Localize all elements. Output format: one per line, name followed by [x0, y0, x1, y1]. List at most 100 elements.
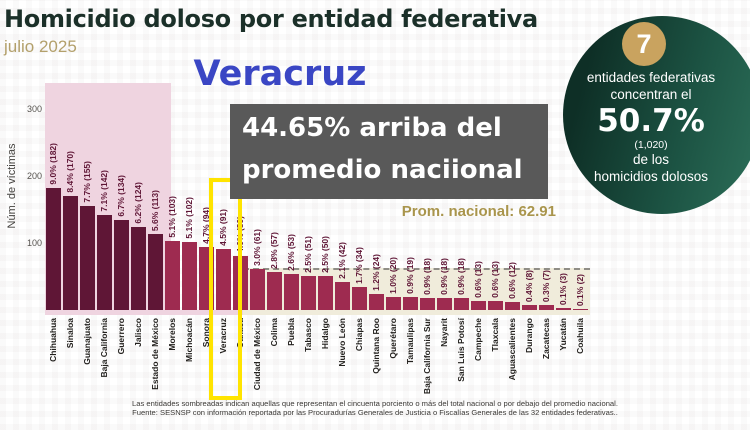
bar-value-label: 1.7% (34) [354, 247, 364, 284]
bar-value-label: 0.6% (13) [490, 261, 500, 298]
bar [63, 196, 78, 310]
bar-value-label: 0.9% (18) [422, 258, 432, 295]
x-axis-label: Michoacán [184, 318, 194, 362]
x-axis-label: Durango [524, 318, 534, 353]
y-tick-label: 300 [26, 104, 42, 114]
x-axis-label: Colima [269, 318, 279, 347]
baseline-strip [45, 310, 243, 315]
x-axis-label: Quintana Roo [371, 318, 381, 374]
x-axis-label: Campeche [473, 318, 483, 361]
bar-value-label: 1.0% (20) [388, 257, 398, 294]
bar [335, 282, 350, 310]
bar [573, 309, 588, 310]
bar [250, 269, 265, 310]
x-axis-label: Estado de México [150, 318, 160, 390]
bar-value-label: 0.4% (8) [524, 269, 534, 302]
bar-value-label: 0.9% (18) [456, 258, 466, 295]
page-subtitle: julio 2025 [4, 37, 77, 56]
footnote-line2: Fuente: SESNSP con información reportada… [132, 408, 618, 418]
bar [403, 297, 418, 310]
footnote-line1: Las entidades sombreadas indican aquella… [132, 399, 618, 408]
bar [522, 305, 537, 310]
badge-absolute-count: (1,020) [634, 139, 668, 152]
veracruz-highlight-box [209, 178, 242, 400]
x-axis-label: Morelos [167, 318, 177, 351]
bar [386, 297, 401, 310]
above-average-line1: 44.65% arriba del [242, 113, 502, 143]
y-tick-label: 200 [26, 171, 42, 181]
badge-line4: homicidios dolosos [593, 168, 709, 184]
summary-badge: 7 entidades federativas concentran el 50… [563, 16, 750, 214]
x-axis-label: Aguascalientes [507, 318, 517, 381]
bar [556, 308, 571, 310]
bar-value-label: 2.6% (53) [286, 234, 296, 271]
bar-value-label: 1.2% (24) [371, 254, 381, 291]
bar [488, 301, 503, 310]
bar-value-label: 9.0% (182) [48, 143, 58, 185]
bar [182, 242, 197, 310]
x-axis-label: Chihuahua [48, 318, 58, 362]
bar-value-label: 0.6% (13) [473, 261, 483, 298]
badge-line2: concentran el [610, 86, 692, 102]
bar-value-label: 6.7% (134) [116, 175, 126, 217]
bar [369, 294, 384, 310]
bar-value-label: 6.2% (124) [133, 182, 143, 224]
national-average-label: Prom. nacional: 62.91 [401, 203, 556, 220]
bar-value-label: 0.9% (19) [405, 257, 415, 294]
bar [165, 241, 180, 310]
bar-value-label: 2.1% (42) [337, 242, 347, 279]
bar-value-label: 5.1% (103) [167, 196, 177, 238]
x-axis-label: Nuevo León [337, 318, 347, 367]
bar [267, 272, 282, 310]
bar-value-label: 0.1% (2) [575, 273, 585, 306]
badge-line1: entidades federativas [586, 70, 716, 85]
badge-text: entidades federativas concentran el 50.7… [563, 70, 739, 186]
bar-value-label: 7.7% (155) [82, 161, 92, 203]
bar-value-label: 2.5% (51) [303, 236, 313, 273]
above-average-callout-box: 44.65% arriba del promedio naciional [230, 104, 548, 199]
bar [80, 206, 95, 310]
x-axis-label: Tamaulipas [405, 318, 415, 365]
page-title: Homicidio doloso por entidad federativa [4, 5, 538, 33]
x-axis-label: Puebla [286, 318, 296, 346]
bar [420, 298, 435, 310]
bar [284, 274, 299, 310]
x-axis-label: Querétaro [388, 318, 398, 359]
bar-value-label: 5.1% (102) [184, 197, 194, 239]
bar-value-label: 0.1% (3) [558, 272, 568, 305]
bar-value-label: 2.8% (57) [269, 232, 279, 269]
y-tick-label: 100 [26, 238, 42, 248]
bar [97, 215, 112, 310]
bar [437, 298, 452, 310]
footnote: Las entidades sombreadas indican aquella… [0, 399, 750, 418]
bar-value-label: 0.6% (12) [507, 262, 517, 299]
bar [216, 249, 231, 310]
highlighted-state-callout: Veracruz [193, 54, 367, 94]
bar [454, 298, 469, 310]
x-axis-label: Guerrero [116, 318, 126, 355]
x-axis-label: Sinaloa [65, 318, 75, 349]
x-axis-label: Jalisco [133, 318, 143, 347]
bar [471, 301, 486, 310]
x-axis-label: San Luis Potosí [456, 318, 466, 382]
bar-value-label: 8.4% (170) [65, 151, 75, 193]
x-axis-label: Tabasco [303, 318, 313, 352]
bar-value-label: 5.6% (113) [150, 189, 160, 231]
x-axis-label: Baja California [99, 318, 109, 378]
x-axis-label: Coahuila [575, 318, 585, 354]
y-axis-title: Núm. de víctimas [6, 143, 18, 229]
x-axis-label: Zacatecas [541, 318, 551, 360]
bar-value-label: 0.3% (7) [541, 269, 551, 302]
bar-value-label: 2.5% (50) [320, 236, 330, 273]
bar [46, 188, 61, 310]
x-axis-label: Nayarit [439, 318, 449, 347]
x-axis-label: Guanajuato [82, 318, 92, 365]
x-axis-label: Chiapas [354, 318, 364, 352]
bar [352, 287, 367, 310]
badge-line3: de los [632, 151, 670, 167]
bar [131, 227, 146, 310]
bar-value-label: 7.1% (142) [99, 170, 109, 212]
bar [318, 276, 333, 310]
above-average-line2: promedio naciional [242, 154, 523, 185]
